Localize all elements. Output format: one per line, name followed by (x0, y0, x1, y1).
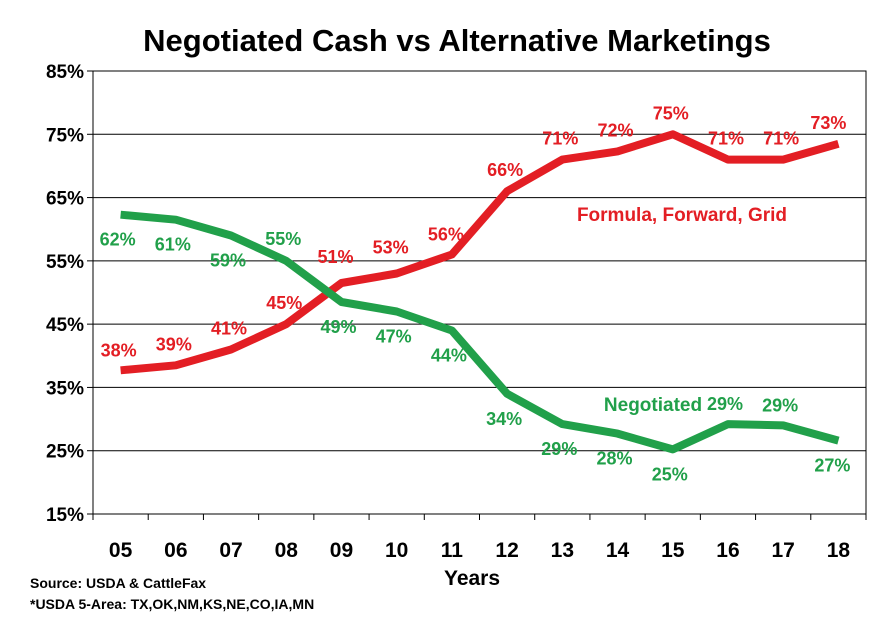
data-label: 41% (211, 318, 247, 338)
data-label: 75% (653, 103, 689, 123)
x-tick-label: 05 (109, 539, 133, 562)
x-tick-label: 14 (606, 539, 630, 562)
x-tick-label: 17 (771, 539, 794, 562)
y-tick-label: 55% (46, 252, 84, 273)
data-label: 71% (708, 129, 744, 149)
x-tick-label: 07 (219, 539, 242, 562)
data-label: 39% (156, 334, 192, 354)
x-tick-label: 13 (551, 539, 574, 562)
x-tick-label: 06 (164, 539, 187, 562)
series-lines (120, 130, 840, 454)
x-axis-ticks: 05 06 07 08 09 10 11 12 13 14 15 16 17 18 (92, 514, 867, 562)
data-label: 55% (265, 229, 301, 249)
data-label: 28% (597, 449, 633, 469)
x-tick-label: 08 (275, 539, 299, 562)
data-label: 71% (542, 129, 578, 149)
data-label: 59% (210, 251, 246, 271)
y-tick-label: 75% (46, 125, 84, 146)
data-label: 73% (810, 113, 846, 133)
x-tick-label: 09 (330, 539, 353, 562)
y-axis-ticks: 15% 25% 35% 45% 55% 65% 75% 85% (46, 62, 84, 526)
data-label: 62% (100, 230, 136, 250)
data-label: 56% (428, 225, 464, 245)
grid-lines (87, 70, 866, 515)
data-label: 66% (487, 160, 523, 180)
data-label: 25% (652, 464, 688, 484)
y-tick-label: 65% (46, 189, 84, 210)
data-label: 29% (707, 394, 743, 414)
series-label-negotiated: Negotiated (604, 395, 702, 416)
data-labels: 38% 39% 41% 45% 51% 53% 56% 66% 71% 72% 75% 71% 71% 7… (100, 103, 851, 484)
y-tick-label: 35% (46, 378, 84, 399)
data-label: 44% (431, 345, 467, 365)
data-label: 72% (598, 120, 634, 140)
y-tick-label: 15% (46, 505, 84, 526)
data-label: 34% (486, 409, 522, 429)
x-tick-label: 11 (441, 539, 464, 562)
data-label: 27% (814, 456, 850, 476)
data-label: 61% (155, 235, 191, 255)
data-label: 29% (541, 439, 577, 459)
data-label: 47% (376, 326, 412, 346)
x-tick-label: 16 (716, 539, 739, 562)
data-label: 53% (373, 238, 409, 258)
x-axis-label: Years (444, 567, 500, 590)
data-label: 49% (320, 317, 356, 337)
x-tick-label: 18 (827, 539, 851, 562)
series-label-formula: Formula, Forward, Grid (577, 205, 787, 226)
data-label: 51% (317, 247, 353, 267)
source-note: Source: USDA & CattleFax (30, 575, 206, 591)
y-tick-label: 85% (46, 62, 84, 83)
x-tick-label: 12 (495, 539, 518, 562)
series-line-formula (120, 130, 840, 375)
data-label: 71% (763, 129, 799, 149)
series-line-negotiated (120, 210, 840, 454)
y-tick-label: 45% (46, 315, 84, 336)
x-tick-label: 10 (385, 539, 408, 562)
data-label: 29% (762, 395, 798, 415)
chart-title: Negotiated Cash vs Alternative Marketing… (143, 23, 771, 58)
area-note: *USDA 5-Area: TX,OK,NM,KS,NE,CO,IA,MN (30, 596, 314, 612)
x-tick-label: 15 (661, 539, 685, 562)
plot-frame (92, 70, 867, 515)
data-label: 45% (266, 293, 302, 313)
data-label: 38% (101, 340, 137, 360)
y-tick-label: 25% (46, 442, 84, 463)
